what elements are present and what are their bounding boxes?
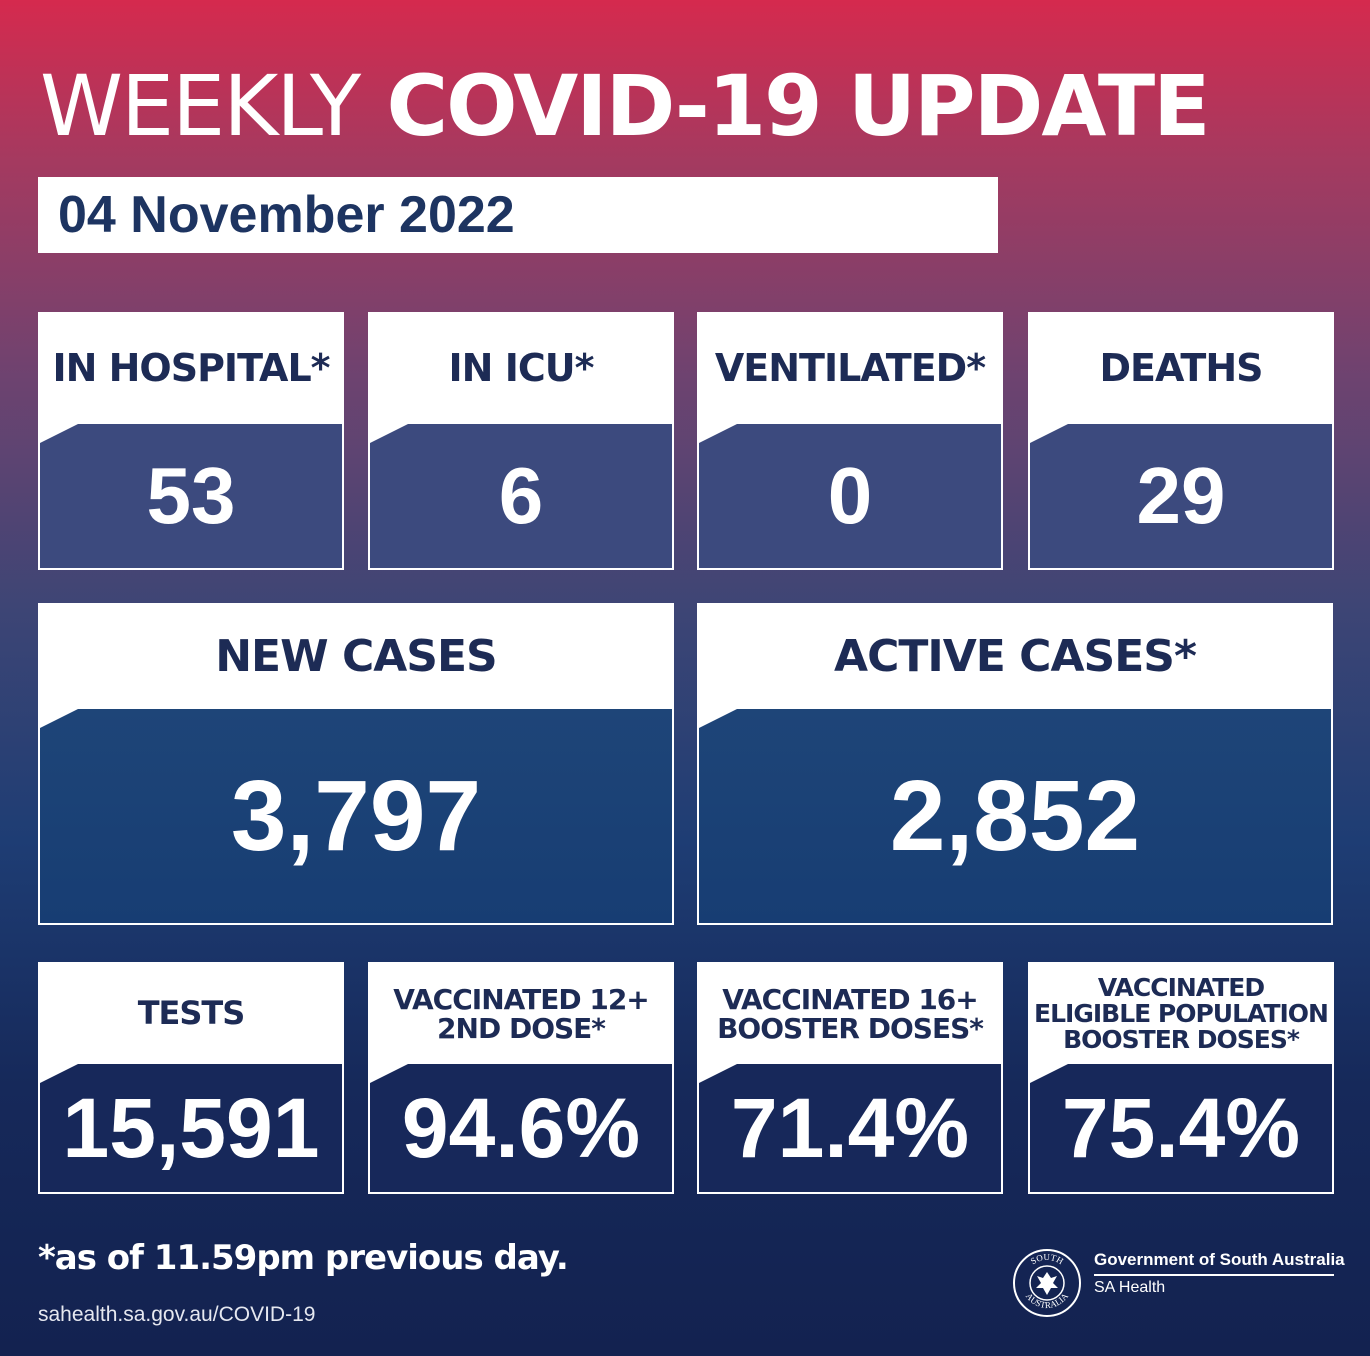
- stat-value: 71.4%: [699, 1063, 1001, 1192]
- government-logo: SOUTH AUSTRALIA Government of South Aust…: [1012, 1246, 1345, 1320]
- state-crest-icon: SOUTH AUSTRALIA: [1013, 1249, 1081, 1317]
- stat-label: VACCINATED ELIGIBLE POPULATION BOOSTER D…: [1030, 964, 1332, 1064]
- stat-label: ACTIVE CASES*: [699, 605, 1331, 709]
- stat-label-line: 2ND DOSE*: [437, 1012, 606, 1045]
- stat-value: 15,591: [40, 1063, 342, 1192]
- title-bold: COVID-19 UPDATE: [386, 57, 1211, 155]
- stat-label: IN HOSPITAL*: [40, 314, 342, 424]
- source-link[interactable]: sahealth.sa.gov.au/COVID-19: [38, 1303, 316, 1326]
- stat-label-line: BOOSTER DOSES*: [1063, 1025, 1300, 1055]
- date-text: 04 November 2022: [58, 186, 515, 244]
- stat-label-line: VACCINATED: [1097, 972, 1265, 1002]
- stat-value: 2,852: [699, 708, 1331, 923]
- stat-label: VENTILATED*: [699, 314, 1001, 424]
- stat-card-ventilated: VENTILATED* 0: [697, 312, 1003, 570]
- government-name: Government of South Australia: [1094, 1250, 1345, 1269]
- stat-card-in-hospital: IN HOSPITAL* 53: [38, 312, 344, 570]
- stat-label-line: VACCINATED 12+: [393, 982, 650, 1016]
- stat-value: 0: [699, 423, 1001, 568]
- stat-value: 53: [40, 423, 342, 568]
- stat-label: VACCINATED 16+ BOOSTER DOSES*: [699, 964, 1001, 1064]
- title-light: WEEKLY: [40, 57, 361, 155]
- stat-value: 94.6%: [370, 1063, 672, 1192]
- stat-label: IN ICU*: [370, 314, 672, 424]
- page-title: WEEKLY COVID-19 UPDATE: [40, 57, 1211, 155]
- stat-label: DEATHS: [1030, 314, 1332, 424]
- stat-label-line: ELIGIBLE POPULATION: [1034, 998, 1329, 1028]
- crest-text-top: SOUTH: [1029, 1252, 1066, 1267]
- stat-card-in-icu: IN ICU* 6: [368, 312, 674, 570]
- footnote: *as of 11.59pm previous day.: [38, 1238, 569, 1278]
- stat-value: 75.4%: [1030, 1063, 1332, 1192]
- stat-label-line: VACCINATED 16+: [722, 982, 979, 1016]
- stat-label: VACCINATED 12+ 2ND DOSE*: [370, 964, 672, 1064]
- department-name: SA Health: [1094, 1279, 1166, 1296]
- stat-card-active-cases: ACTIVE CASES* 2,852: [697, 603, 1333, 925]
- stat-card-vaccinated-eligible: VACCINATED ELIGIBLE POPULATION BOOSTER D…: [1028, 962, 1334, 1194]
- stat-label: NEW CASES: [40, 605, 672, 709]
- svg-text:SOUTH: SOUTH: [1029, 1252, 1066, 1267]
- stat-card-vaccinated-12-plus: VACCINATED 12+ 2ND DOSE* 94.6%: [368, 962, 674, 1194]
- stat-value: 29: [1030, 423, 1332, 568]
- stat-card-vaccinated-16-plus: VACCINATED 16+ BOOSTER DOSES* 71.4%: [697, 962, 1003, 1194]
- stat-card-new-cases: NEW CASES 3,797: [38, 603, 674, 925]
- divider: [1094, 1274, 1334, 1276]
- stat-label: TESTS: [40, 964, 342, 1064]
- stat-card-tests: TESTS 15,591: [38, 962, 344, 1194]
- stat-value: 6: [370, 423, 672, 568]
- stat-card-deaths: DEATHS 29: [1028, 312, 1334, 570]
- stat-value: 3,797: [40, 708, 672, 923]
- stat-label-line: BOOSTER DOSES*: [717, 1012, 984, 1045]
- date-banner: 04 November 2022: [38, 177, 998, 253]
